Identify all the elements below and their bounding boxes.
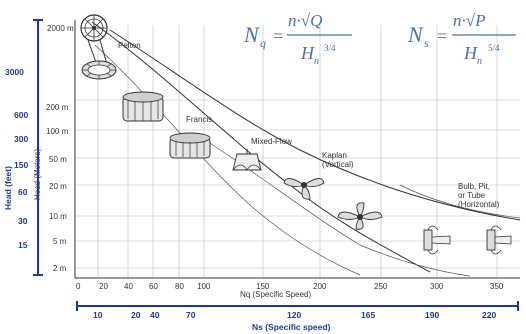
svg-text:=: = (273, 26, 283, 46)
nq-tick-350: 350 (490, 282, 504, 291)
svg-text:q: q (260, 36, 266, 50)
nq-tick-80: 80 (175, 282, 184, 291)
ns-tick-165: 165 (361, 310, 375, 320)
nq-tick-250: 250 (374, 282, 388, 291)
svg-text:n: n (477, 56, 482, 67)
meters-tick-20: 20 m (49, 182, 67, 191)
meters-tick-100: 100 m (46, 127, 69, 136)
svg-text:N: N (243, 22, 260, 47)
svg-text:5/4: 5/4 (488, 43, 500, 53)
bulb-label-line1: Bulb, Pit, (458, 182, 490, 191)
bulb-label-line3: (Horizontal) (458, 200, 500, 209)
feet-tick-60: 60 (18, 187, 28, 197)
feet-tick-15: 15 (18, 240, 28, 250)
meters-tick-50: 50 m (49, 155, 67, 164)
ns-tick-40: 40 (150, 310, 160, 320)
formula-ns: N s = n·√P H n 5/4 (407, 11, 516, 67)
nq-tick-labels: 0 20 40 60 80 100 150 200 250 300 350 (76, 282, 504, 291)
grid (75, 25, 520, 278)
mixed-flow-runner-icon (232, 149, 262, 171)
formula-nq: N q = n·√Q H n 3/4 (243, 11, 352, 67)
ns-axis: 10 20 40 70 120 165 190 220 Ns (Specific… (76, 301, 519, 332)
bulb-turbine-icon (423, 225, 512, 255)
kaplan-runner-icon (337, 202, 383, 230)
ns-tick-10: 10 (93, 310, 103, 320)
svg-text:H: H (300, 43, 315, 63)
meters-tick-10: 10 m (49, 212, 67, 221)
nq-tick-0: 0 (76, 282, 81, 291)
meters-tick-5: 5 m (53, 237, 67, 246)
ns-tick-220: 220 (482, 310, 496, 320)
meters-tick-2: 2 m (53, 264, 67, 273)
ns-tick-190: 190 (425, 310, 439, 320)
feet-axis: 3000 600 300 150 60 30 15 Head (feet) (3, 19, 43, 276)
bulb-label-line2: or Tube (458, 191, 486, 200)
ns-axis-label: Ns (Specific speed) (252, 322, 331, 332)
pelton-wheel-icon (80, 14, 109, 69)
svg-text:n: n (314, 56, 319, 67)
meters-tick-2000: 2000 m (47, 24, 74, 33)
ns-tick-120: 120 (287, 310, 301, 320)
kaplan-label-line2: (Vertical) (322, 160, 354, 169)
kaplan-label-line1: Kaplan (322, 151, 347, 160)
nq-tick-300: 300 (430, 282, 444, 291)
nq-axis-label: Nq (Specific Speed) (240, 290, 311, 299)
pelton-runner-icon (81, 60, 117, 80)
mixed-flow-label: Mixed-Flow (251, 137, 292, 146)
feet-tick-300: 300 (14, 134, 28, 144)
feet-tick-3000: 3000 (5, 67, 24, 77)
ns-tick-70: 70 (186, 310, 196, 320)
nq-tick-20: 20 (99, 282, 108, 291)
meters-tick-200: 200 m (46, 103, 69, 112)
svg-text:=: = (437, 26, 447, 46)
svg-text:s: s (424, 36, 429, 50)
feet-tick-600: 600 (14, 110, 28, 120)
nq-tick-100: 100 (197, 282, 211, 291)
feet-tick-150: 150 (14, 160, 28, 170)
meters-tick-labels: 2000 m 200 m 100 m 50 m 20 m 10 m 5 m 2 … (46, 24, 74, 273)
head-feet-label: Head (feet) (3, 166, 13, 210)
svg-text:3/4: 3/4 (324, 43, 336, 53)
nq-tick-40: 40 (124, 282, 133, 291)
francis-runner-icon (122, 91, 211, 159)
svg-text:H: H (463, 43, 478, 63)
svg-text:n·√Q: n·√Q (288, 11, 322, 30)
francis-label: Francis (186, 115, 212, 124)
nq-tick-60: 60 (149, 282, 158, 291)
svg-text:n·√P: n·√P (453, 11, 485, 30)
feet-tick-30: 30 (18, 216, 28, 226)
pelton-label: Pelton (118, 41, 141, 50)
nq-tick-150: 150 (256, 282, 270, 291)
nq-tick-200: 200 (313, 282, 327, 291)
propeller-runner-icon (283, 178, 325, 200)
svg-text:N: N (407, 22, 424, 47)
ns-tick-20: 20 (131, 310, 141, 320)
